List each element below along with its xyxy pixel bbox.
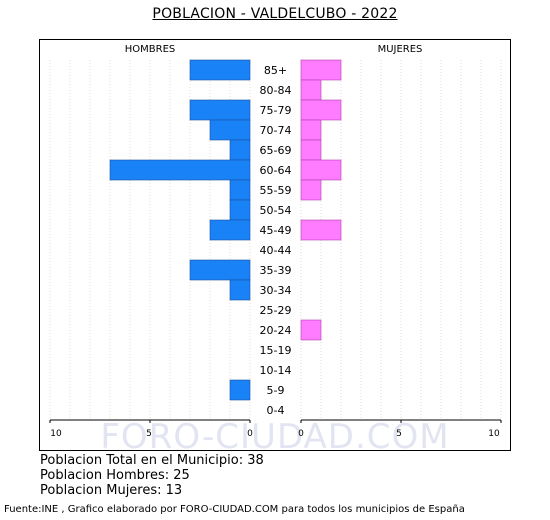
bar-women: [300, 119, 322, 141]
tick-label: 10: [50, 429, 62, 439]
total-population: Poblacion Total en el Municipio: 38: [40, 453, 264, 468]
bar-men: [229, 379, 251, 401]
age-group-label: 60-64: [260, 164, 292, 177]
age-group-label: 30-34: [260, 284, 292, 297]
age-group-label: 50-54: [260, 204, 292, 217]
age-group-label: 65-69: [260, 144, 292, 157]
bar-men: [189, 259, 251, 281]
bar-men: [229, 179, 251, 201]
age-group-label: 5-9: [267, 384, 285, 397]
source-note: Fuente:INE , Grafico elaborado por FORO-…: [4, 504, 465, 515]
bar-men: [109, 159, 251, 181]
bar-men: [189, 59, 251, 81]
legend-hombres: HOMBRES: [125, 44, 176, 55]
tick-label: 0: [298, 429, 304, 439]
women-population: Poblacion Mujeres: 13: [40, 483, 183, 498]
tick-label: 5: [396, 429, 402, 439]
watermark: FORO-CIUDAD.COM: [100, 417, 449, 457]
bar-women: [300, 319, 322, 341]
age-group-label: 55-59: [260, 184, 292, 197]
age-group-label: 15-19: [260, 344, 292, 357]
tick-label: 10: [488, 429, 500, 439]
bar-men: [229, 139, 251, 161]
age-group-label: 70-74: [260, 124, 292, 137]
bar-women: [300, 79, 322, 101]
age-group-label: 80-84: [260, 84, 292, 97]
legend-mujeres: MUJERES: [378, 44, 423, 55]
bar-women: [300, 219, 342, 241]
age-group-label: 40-44: [260, 244, 292, 257]
bar-women: [300, 179, 322, 201]
age-group-label: 85+: [264, 64, 287, 77]
bar-women: [300, 159, 342, 181]
age-group-label: 10-14: [260, 364, 292, 377]
bar-women: [300, 139, 322, 161]
bar-men: [209, 119, 251, 141]
tick-label: 0: [247, 429, 253, 439]
bar-men: [189, 99, 251, 121]
bar-men: [209, 219, 251, 241]
bar-women: [300, 59, 342, 81]
men-population: Poblacion Hombres: 25: [40, 468, 190, 483]
age-group-label: 75-79: [260, 104, 292, 117]
chart-title: POBLACION - VALDELCUBO - 2022: [152, 6, 398, 22]
bar-women: [300, 99, 342, 121]
tick-label: 5: [146, 429, 152, 439]
age-group-label: 0-4: [267, 404, 285, 417]
bar-men: [229, 199, 251, 221]
age-group-label: 20-24: [260, 324, 292, 337]
chart-frame: [39, 39, 511, 451]
age-group-label: 35-39: [260, 264, 292, 277]
age-group-label: 45-49: [260, 224, 292, 237]
age-group-label: 25-29: [260, 304, 292, 317]
bar-men: [229, 279, 251, 301]
